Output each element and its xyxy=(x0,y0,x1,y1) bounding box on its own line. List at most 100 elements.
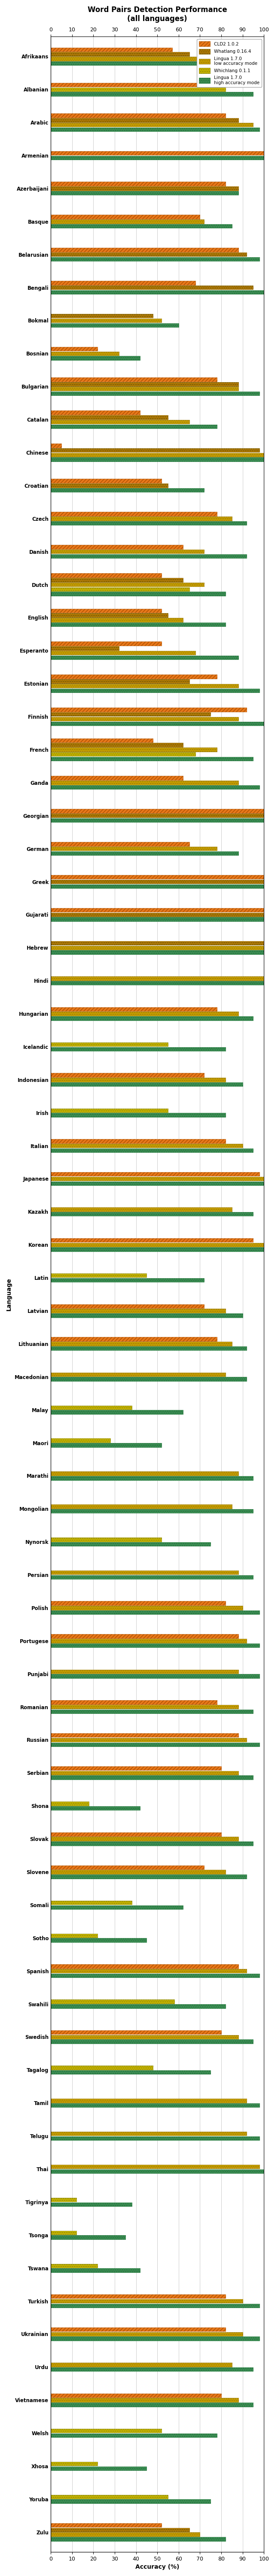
Bar xyxy=(51,1443,162,1448)
Bar xyxy=(51,1973,260,1978)
Bar xyxy=(51,608,162,613)
Bar xyxy=(51,739,153,742)
Bar xyxy=(51,1965,238,1968)
Bar xyxy=(51,1108,168,1113)
Bar xyxy=(51,219,204,224)
X-axis label: Accuracy (%): Accuracy (%) xyxy=(135,2563,179,2571)
Bar xyxy=(51,2532,200,2537)
Bar xyxy=(51,1012,238,1015)
Bar xyxy=(51,2499,211,2504)
Bar xyxy=(51,443,61,448)
Bar xyxy=(51,1937,147,1942)
Bar xyxy=(51,247,238,252)
Bar xyxy=(51,1347,247,1350)
Bar xyxy=(51,1409,183,1414)
Bar xyxy=(51,191,238,196)
Bar xyxy=(51,2236,125,2239)
Bar xyxy=(51,415,168,420)
Bar xyxy=(51,2197,76,2202)
Bar xyxy=(51,1314,243,1316)
Bar xyxy=(51,775,183,781)
Bar xyxy=(51,1605,243,1610)
Bar xyxy=(51,1043,168,1046)
Bar xyxy=(51,1700,217,1705)
Bar xyxy=(51,587,189,592)
Bar xyxy=(51,2231,76,2236)
Bar xyxy=(51,2130,247,2136)
Bar xyxy=(51,1875,247,1878)
Bar xyxy=(51,520,247,526)
Y-axis label: Language: Language xyxy=(6,1278,12,1311)
Bar xyxy=(51,2331,243,2336)
Bar xyxy=(51,2202,132,2205)
Bar xyxy=(51,479,162,482)
Bar xyxy=(51,680,189,683)
Bar xyxy=(51,1638,247,1643)
Bar xyxy=(51,2398,238,2401)
Bar xyxy=(51,2099,247,2102)
Bar xyxy=(51,425,217,428)
Bar xyxy=(51,459,264,461)
Bar xyxy=(51,742,183,747)
Bar xyxy=(51,1378,247,1381)
Bar xyxy=(51,1710,253,1713)
Bar xyxy=(51,2336,260,2342)
Bar xyxy=(51,1139,225,1144)
Bar xyxy=(51,124,253,126)
Bar xyxy=(51,2164,260,2169)
Bar xyxy=(51,126,260,131)
Bar xyxy=(51,52,189,57)
Bar xyxy=(51,878,264,884)
Bar xyxy=(51,1739,247,1741)
Bar xyxy=(51,1543,211,1546)
Bar xyxy=(51,1182,264,1185)
Bar xyxy=(51,819,264,822)
Bar xyxy=(51,1865,204,1870)
Bar xyxy=(51,884,264,889)
Bar xyxy=(51,848,217,850)
Bar xyxy=(51,1082,243,1087)
Bar xyxy=(51,1633,238,1638)
Bar xyxy=(51,683,238,688)
Bar xyxy=(51,2522,162,2527)
Bar xyxy=(51,940,264,945)
Bar xyxy=(51,582,204,587)
Bar xyxy=(51,876,264,878)
Bar xyxy=(51,1046,225,1051)
Bar xyxy=(51,711,211,716)
Bar xyxy=(51,2298,243,2303)
Bar xyxy=(51,2071,211,2074)
Bar xyxy=(51,1968,247,1973)
Bar xyxy=(51,675,217,677)
Bar xyxy=(51,809,264,814)
Bar xyxy=(51,258,260,260)
Bar xyxy=(51,716,238,721)
Bar xyxy=(51,2295,225,2298)
Bar xyxy=(51,781,238,786)
Bar xyxy=(51,2066,153,2069)
Bar xyxy=(51,1007,217,1012)
Bar xyxy=(51,252,247,258)
Bar xyxy=(51,319,162,322)
Bar xyxy=(51,814,264,817)
Bar xyxy=(51,951,264,953)
Bar xyxy=(51,1342,232,1345)
Bar xyxy=(51,842,189,845)
Bar xyxy=(51,752,196,757)
Bar xyxy=(51,183,225,185)
Bar xyxy=(51,113,225,118)
Bar xyxy=(51,1172,260,1177)
Bar xyxy=(51,1842,253,1844)
Bar xyxy=(51,2463,98,2465)
Bar xyxy=(51,1767,221,1770)
Bar xyxy=(51,623,225,626)
Bar xyxy=(51,1538,162,1540)
Bar xyxy=(51,592,225,595)
Bar xyxy=(51,721,264,726)
Bar xyxy=(51,1705,238,1708)
Bar xyxy=(51,185,238,191)
Bar xyxy=(51,641,162,647)
Bar xyxy=(51,757,253,760)
Bar xyxy=(51,1832,221,1837)
Bar xyxy=(51,2326,225,2331)
